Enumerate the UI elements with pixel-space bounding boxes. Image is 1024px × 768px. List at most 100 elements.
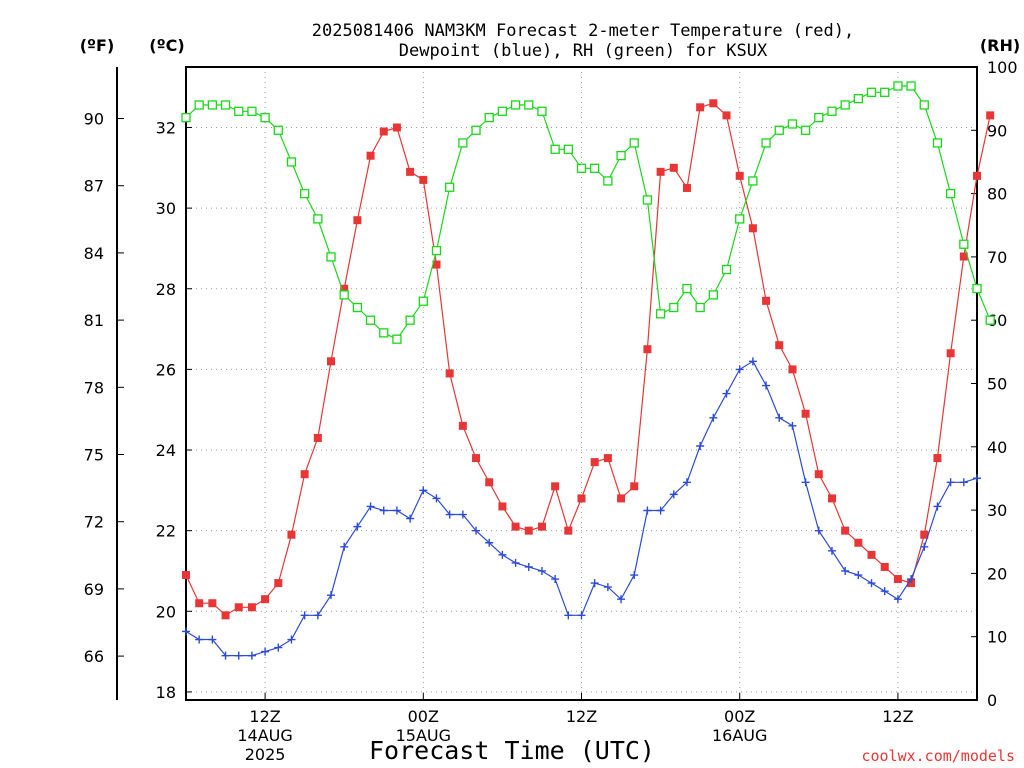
dewpoint-point — [880, 587, 889, 596]
temperature-point — [973, 171, 981, 180]
temperature-point — [748, 224, 757, 233]
rh-unit-label: (RH) — [980, 36, 1020, 55]
dewpoint-point — [854, 571, 863, 580]
temperature-point — [590, 458, 599, 467]
rh-point — [642, 195, 653, 205]
fahrenheit-unit-label: (ºF) — [80, 36, 115, 55]
temperature-point — [392, 123, 401, 132]
rh-point — [880, 87, 890, 97]
rh-series — [181, 81, 995, 344]
temperature-point — [933, 454, 942, 463]
dewpoint-point — [630, 571, 639, 580]
rh-point — [234, 106, 244, 116]
temperature-point — [617, 494, 626, 503]
dewpoint-point — [419, 486, 428, 495]
dewpoint-point — [445, 510, 454, 519]
rh-tick-label: 50 — [987, 375, 1007, 394]
rh-point — [194, 100, 204, 110]
temperature-point — [379, 127, 388, 136]
dewpoint-point — [577, 611, 586, 620]
dewpoint-point — [208, 635, 217, 644]
temperature-point — [327, 357, 336, 366]
rh-point — [563, 144, 573, 154]
rh-point — [286, 157, 297, 167]
temperature-point — [656, 167, 665, 176]
rh-point — [392, 334, 402, 344]
rh-point — [445, 182, 455, 192]
rh-point — [326, 252, 336, 262]
temperature-point — [195, 599, 204, 608]
celsius-unit-label: (ºC) — [149, 36, 184, 55]
rh-point — [853, 94, 863, 104]
fahrenheit-tick-label: 81 — [84, 311, 104, 330]
dewpoint-point — [485, 538, 494, 547]
fahrenheit-tick-label: 87 — [84, 177, 104, 196]
dewpoint-point — [511, 558, 520, 567]
x-tick-label: 12Z — [882, 707, 913, 726]
fahrenheit-tick-label: 75 — [84, 446, 104, 465]
temperature-point — [696, 103, 705, 112]
dewpoint-point — [973, 474, 981, 483]
dewpoint-point — [472, 526, 481, 535]
dewpoint-point — [353, 522, 362, 531]
dewpoint-series — [182, 357, 981, 660]
temperature-point — [920, 530, 929, 539]
temperature-point — [907, 579, 916, 588]
dewpoint-point — [458, 510, 467, 519]
dewpoint-point — [287, 635, 296, 644]
temperature-point — [340, 284, 349, 293]
rh-point — [207, 100, 218, 110]
dewpoint-point — [498, 550, 507, 559]
data-series — [181, 81, 995, 660]
dewpoint-point — [946, 478, 955, 487]
temperature-point — [287, 530, 296, 539]
temperature-point — [221, 611, 230, 620]
dewpoint-point — [920, 542, 929, 551]
rh-point — [708, 290, 718, 300]
temperature-point — [814, 470, 823, 479]
dewpoint-point — [234, 651, 243, 660]
rh-point — [695, 302, 705, 313]
rh-point — [932, 138, 943, 148]
x-tick-year-label: 2025 — [245, 745, 286, 764]
temperature-point — [893, 575, 902, 584]
temperature-point — [511, 522, 520, 531]
chart-title-line-1: 2025081406 NAM3KM Forecast 2-meter Tempe… — [312, 21, 854, 41]
rh-tick-label: 30 — [987, 501, 1007, 520]
temperature-point — [986, 111, 995, 120]
rh-point — [576, 163, 587, 173]
dewpoint-point — [274, 643, 283, 652]
rh-point — [787, 119, 798, 129]
rh-point — [471, 125, 481, 135]
x-tick-date-label: 15AUG — [396, 726, 451, 745]
chart-title-line-2: Dewpoint (blue), RH (green) for KSUX — [399, 41, 768, 61]
rh-point — [655, 309, 666, 319]
dewpoint-point — [827, 546, 836, 555]
rh-point — [682, 283, 692, 294]
celsius-tick-label: 28 — [156, 280, 176, 299]
x-tick-label: 00Z — [724, 707, 755, 726]
dewpoint-point — [762, 381, 771, 390]
dewpoint-point — [617, 595, 626, 604]
temperature-point — [841, 526, 850, 535]
temperature-point — [300, 470, 309, 479]
dewpoint-point — [300, 611, 309, 620]
rh-line — [185, 85, 991, 340]
dewpoint-point — [392, 506, 401, 515]
temperature-point — [274, 579, 283, 588]
temperature-point — [247, 603, 256, 612]
dewpoint-point — [933, 502, 942, 511]
x-tick-date-label: 14AUG — [237, 726, 292, 745]
temperature-series — [182, 99, 995, 620]
temperature-point — [775, 341, 784, 350]
dewpoint-point — [722, 389, 731, 398]
rh-point — [352, 302, 363, 313]
dewpoint-point — [182, 627, 190, 636]
dewpoint-point — [643, 506, 652, 515]
celsius-tick-label: 20 — [156, 602, 176, 621]
temperature-point — [353, 216, 362, 225]
temperature-point — [419, 175, 428, 184]
rh-point — [365, 315, 376, 325]
dewpoint-point — [775, 413, 784, 422]
